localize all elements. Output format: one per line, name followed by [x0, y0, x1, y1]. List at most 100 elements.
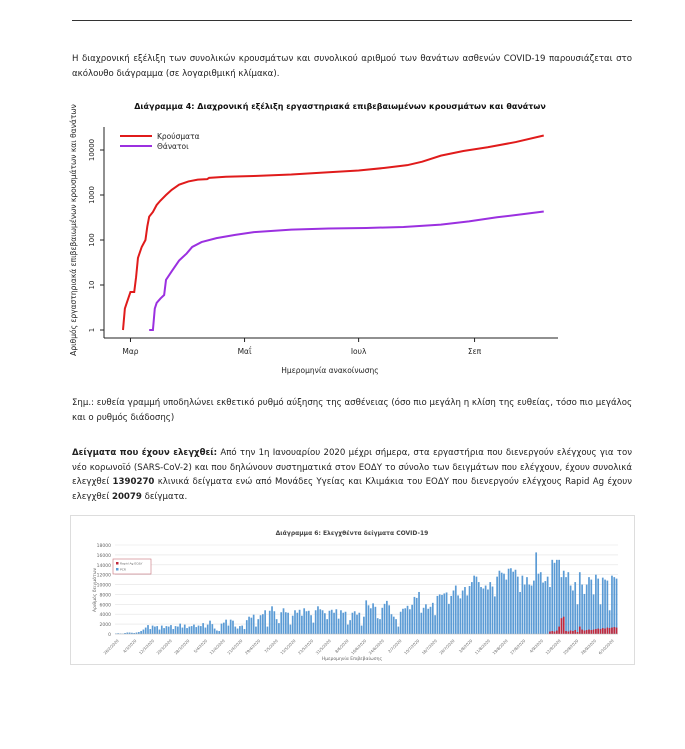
pcr-bar — [133, 633, 136, 634]
pcr-bar — [365, 600, 368, 634]
pcr-bar — [151, 625, 154, 634]
pcr-bar — [349, 620, 351, 634]
samples-text: κλινικά δείγματα ενώ από Μονάδες Υγείας … — [72, 477, 633, 502]
rapid-bar — [569, 630, 572, 634]
pcr-bar — [181, 627, 184, 634]
pcr-bar — [301, 615, 303, 634]
pcr-bar — [252, 614, 255, 634]
pcr-bar — [363, 616, 365, 634]
rapid-bar — [560, 618, 563, 634]
pcr-bar — [163, 628, 165, 634]
pcr-bar — [372, 603, 374, 634]
pcr-bar — [275, 619, 278, 634]
pcr-bar — [117, 633, 119, 634]
pcr-bar — [314, 610, 317, 634]
x-tick-label: Μαΐ — [238, 347, 252, 356]
rapid-bar — [572, 631, 574, 634]
pcr-bar — [243, 629, 246, 634]
pcr-bar — [450, 595, 453, 634]
pcr-bar — [358, 612, 361, 634]
pcr-bar — [266, 626, 269, 634]
pcr-bar — [574, 582, 577, 634]
pcr-bar — [549, 587, 551, 634]
pcr-bar — [170, 625, 172, 634]
pcr-bar — [142, 629, 145, 634]
pcr-bar — [422, 607, 425, 634]
pcr-bar — [379, 619, 381, 634]
pcr-bar — [236, 628, 239, 634]
pcr-bar — [307, 610, 310, 634]
pcr-bar — [229, 619, 232, 634]
pcr-bar — [344, 611, 347, 634]
y-tick-label: 10000 — [88, 139, 96, 161]
pcr-bar — [383, 603, 386, 634]
pcr-bar — [147, 625, 149, 634]
pcr-bar — [172, 629, 175, 634]
samples-text: Από την 1η Ιανουαρίου 2020 μέχρι σήμερα,… — [72, 448, 632, 487]
pcr-bar — [248, 616, 250, 634]
rapid-bar — [574, 630, 577, 634]
pcr-bar — [539, 572, 542, 634]
pcr-bar — [305, 611, 308, 634]
x-tick-label: 26/7/2020 — [438, 638, 456, 656]
pcr-bar — [188, 626, 191, 634]
y-tick-label: 12000 — [97, 573, 111, 579]
pcr-bar — [390, 614, 393, 634]
x-tick-label: 3/8/2020 — [458, 638, 474, 654]
pcr-bar — [255, 626, 257, 634]
pcr-bar — [572, 590, 574, 634]
pcr-bar — [565, 577, 567, 634]
pcr-bar — [257, 619, 260, 634]
pcr-bar — [126, 632, 129, 634]
y-axis-label: Αριθμός δειγμάτων — [91, 567, 98, 612]
pcr-bar — [337, 618, 340, 634]
pcr-bar — [397, 626, 400, 634]
x-tick-label: 28/3/2020 — [173, 638, 191, 656]
x-tick-label: 11/8/2020 — [474, 638, 492, 656]
pcr-bar — [413, 596, 416, 634]
pcr-bar — [544, 581, 547, 634]
pcr-bar — [519, 591, 521, 634]
pcr-bar — [183, 624, 186, 634]
pcr-bar — [441, 594, 443, 634]
x-axis-label: Ημερομηνία Επιβεβαίωσης — [322, 655, 383, 662]
pcr-bar — [551, 559, 554, 634]
rapid-bar — [553, 631, 556, 634]
pcr-bar — [144, 627, 147, 634]
pcr-bar — [608, 610, 611, 634]
pcr-bar — [429, 606, 432, 634]
pcr-bar — [335, 609, 338, 634]
x-tick-label: 24/6/2020 — [368, 638, 386, 656]
pcr-bar — [457, 595, 459, 634]
pcr-bar — [284, 612, 287, 634]
x-tick-label: 20/9/2020 — [562, 638, 580, 656]
pcr-bar — [239, 626, 241, 634]
pcr-bar — [128, 632, 131, 634]
pcr-bar — [312, 622, 315, 634]
pcr-bar — [452, 590, 455, 634]
pcr-bar — [282, 608, 285, 634]
series-line-0 — [122, 134, 544, 331]
x-tick-label: Μαρ — [122, 347, 138, 356]
rapid-bar — [599, 629, 602, 634]
pcr-bar — [222, 622, 225, 634]
x-tick-label: 7/5/2020 — [263, 638, 279, 654]
pcr-bar — [154, 626, 156, 634]
pcr-bar — [487, 589, 489, 634]
pcr-bar — [369, 608, 372, 634]
pcr-bar — [381, 607, 384, 634]
pcr-bar — [264, 610, 266, 634]
x-tick-label: 10/7/2020 — [403, 638, 421, 656]
pcr-bar — [259, 615, 262, 634]
rapid-bar — [601, 628, 604, 634]
x-tick-label: 18/7/2020 — [421, 638, 439, 656]
pcr-bar — [374, 606, 377, 634]
pcr-bar — [601, 577, 604, 634]
pcr-bar — [386, 600, 388, 634]
x-tick-label: Σεπ — [468, 347, 482, 356]
pcr-bar — [431, 602, 434, 634]
cases-deaths-chart: Διάγραμμα 4: Διαχρονική εξέλιξη εργαστηρ… — [69, 101, 558, 375]
pcr-bar — [615, 578, 618, 634]
pcr-bar — [245, 620, 248, 634]
